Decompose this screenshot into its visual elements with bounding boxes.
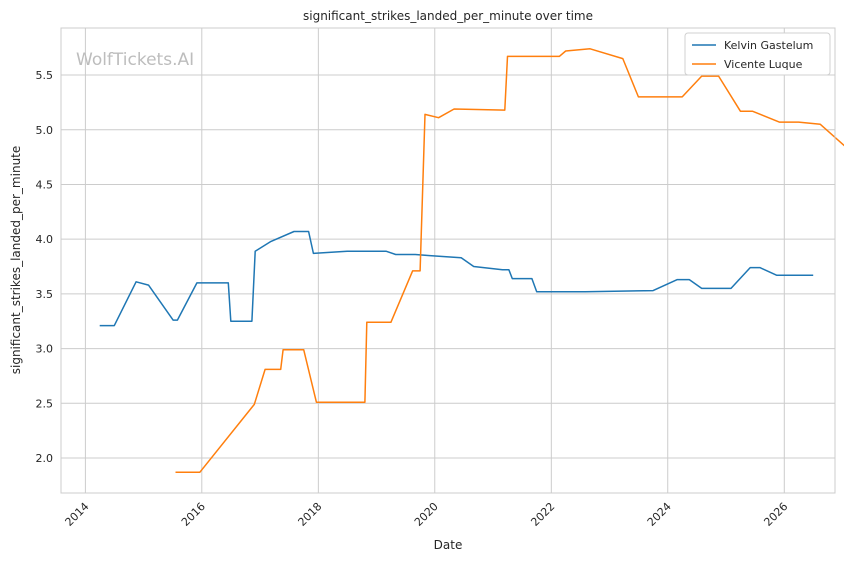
grid — [61, 28, 835, 493]
legend-entry: Kelvin Gastelum — [724, 39, 813, 52]
plot-area — [61, 28, 835, 493]
series-line-kelvin-gastelum — [99, 230, 814, 327]
y-tick-label: 3.0 — [36, 343, 54, 356]
watermark: WolfTickets.AI — [76, 50, 194, 70]
y-tick-label: 5.0 — [36, 124, 54, 137]
legend-entry: Vicente Luque — [724, 58, 803, 71]
y-tick-label: 4.0 — [36, 233, 54, 246]
legend: Kelvin Gastelum Vicente Luque — [684, 32, 831, 76]
y-tick-label: 2.5 — [36, 397, 54, 410]
y-axis-ticks: 2.0 2.5 3.0 3.5 4.0 4.5 5.0 5.5 — [36, 69, 54, 465]
y-tick-label: 3.5 — [36, 288, 54, 301]
plot-frame — [60, 27, 836, 494]
y-tick-label: 5.5 — [36, 69, 54, 82]
legend-box — [684, 32, 831, 76]
series-line-vicente-luque — [175, 48, 844, 473]
y-axis-label: significant_strikes_landed_per_minute — [9, 146, 23, 375]
x-axis-label: Date — [434, 538, 463, 552]
series-layer — [99, 48, 844, 473]
chart-title: significant_strikes_landed_per_minute ov… — [303, 9, 593, 23]
y-tick-label: 2.0 — [36, 452, 54, 465]
y-tick-label: 4.5 — [36, 178, 54, 191]
